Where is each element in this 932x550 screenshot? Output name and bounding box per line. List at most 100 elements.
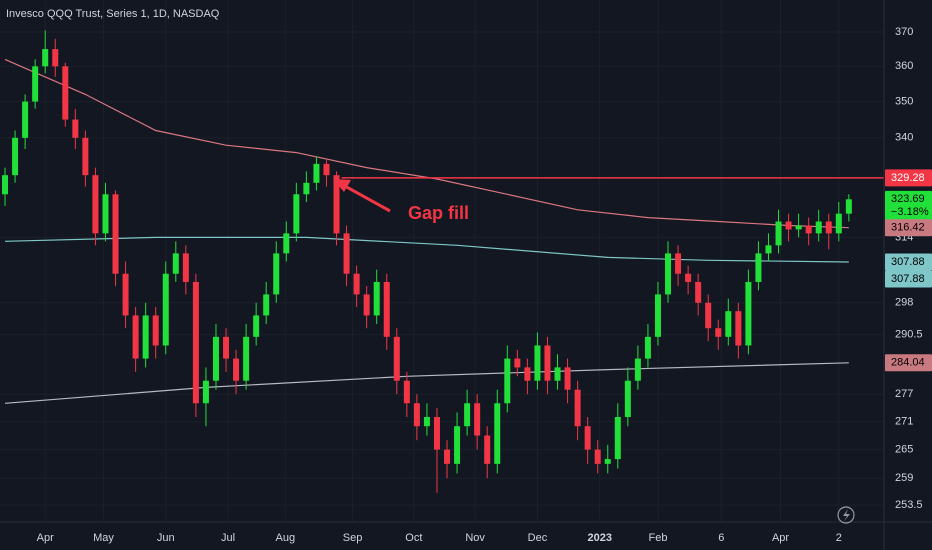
candle-body [22,101,29,138]
y-tick-label: 253.5 [895,499,923,511]
price-change-label: −3.18% [891,206,929,218]
candle-body [212,336,219,381]
candle-body [715,328,722,337]
candle-body [604,459,611,464]
candle-body [584,426,591,450]
x-tick-label: Sep [343,532,363,544]
candle-body [835,213,842,234]
price-label-box [885,270,932,288]
candle-body [313,163,320,183]
candle-body [685,273,692,282]
candle-body [413,403,420,427]
candle-body [614,416,621,460]
annotation: Gap fill [408,203,469,223]
candle-body [142,315,149,359]
candle-body [333,175,340,234]
candle-body [112,194,119,274]
candle-body [2,175,9,195]
annotation-arrowhead [333,179,351,192]
candle-body [283,233,290,254]
candle-body [825,221,832,234]
x-tick-label: Apr [37,532,54,544]
y-tick-label: 290.5 [895,329,923,341]
candle-body [202,380,209,404]
candle-body [303,182,310,195]
x-tick-label: 2 [836,532,842,544]
candle-body [845,199,852,214]
candle-body [423,416,430,427]
candle-body [363,294,370,316]
candle-body [273,253,280,295]
candle-body [775,221,782,246]
candle-body [52,49,59,67]
candle-body [765,245,772,254]
candle-body [32,66,39,102]
candle-body [132,315,139,359]
icon-bolt [843,509,850,521]
candle-body [755,253,762,282]
x-tick-label: Nov [465,532,485,544]
candle-body [393,336,400,381]
candle-body [122,273,129,316]
y-tick-label: 340 [895,132,913,144]
x-tick-label: Apr [772,532,789,544]
candle-body [373,281,380,316]
y-tick-label: 277 [895,388,913,400]
x-tick-label: 2023 [587,532,611,544]
x-tick-label: Dec [528,532,548,544]
x-tick-label: Aug [276,532,296,544]
candle-body [72,119,79,138]
chart-title: Invesco QQQ Trust, Series 1, 1D, NASDAQ [6,8,220,20]
candle-body [383,281,390,337]
candle-body [343,233,350,274]
candle-body [735,311,742,346]
price-label-box [885,169,932,187]
candle-body [102,194,109,234]
price-label-box [885,354,932,372]
candle-body [634,358,641,381]
candle-body [544,345,551,381]
candle-body [494,403,501,464]
candle-body [263,294,270,316]
candle-body [504,358,511,404]
candle-body [514,358,521,368]
candle-body [433,416,440,450]
y-tick-label: 298 [895,297,913,309]
y-tick-label: 370 [895,26,913,38]
candle-body [444,449,451,464]
price-label-box [885,190,932,221]
candle-body [293,194,300,234]
candle-body [785,221,792,230]
candle-body [815,221,822,234]
y-tick-label: 360 [895,60,913,72]
y-tick-label: 265 [895,444,913,456]
candle-body [705,302,712,329]
annotation-arrow [342,183,391,213]
candle-body [223,336,230,359]
candle-body [554,367,561,381]
y-tick-label: 259 [895,472,913,484]
price-label-box [885,219,932,237]
icon[interactable] [837,506,855,524]
x-tick-label: 6 [718,532,724,544]
candle-body [182,253,189,282]
candle-body [624,380,631,417]
candle-body [82,137,89,176]
price-label: 329.28 [891,172,925,184]
candle-body [474,403,481,436]
candle-body [233,358,240,381]
candle-body [795,225,802,230]
candle-body [253,315,260,337]
candle-body [353,273,360,295]
candle-body [805,225,812,234]
candle-body [644,336,651,359]
x-tick-label: Oct [405,532,422,544]
candle-body [454,426,461,464]
moving-average [4,236,849,263]
candle-body [594,449,601,464]
candle-body [745,281,752,346]
candle-body [725,311,732,337]
candle-body [665,253,672,295]
